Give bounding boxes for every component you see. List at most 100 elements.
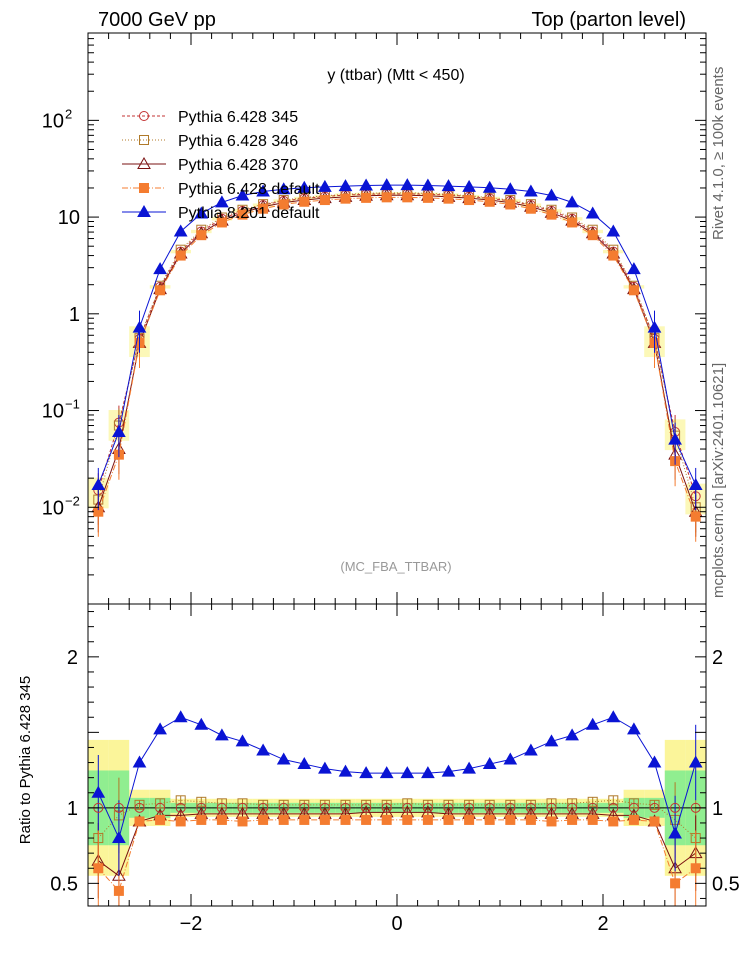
ratio-point xyxy=(482,757,497,770)
ratio-point xyxy=(299,799,310,810)
ratio-point xyxy=(525,814,536,825)
ratio-y-axis-label: Ratio to Pythia 6.428 345 xyxy=(17,676,34,844)
ratio-point xyxy=(278,814,289,825)
ratio-point xyxy=(237,816,248,827)
series-line xyxy=(97,194,697,512)
ratio-point xyxy=(256,743,270,756)
rivet-label: Rivet 4.1.0, ≥ 100k events xyxy=(710,67,727,240)
ratio-y-tick-label-right: 1 xyxy=(712,798,723,820)
data-point xyxy=(278,199,289,210)
x-tick-label: 0 xyxy=(391,913,402,935)
ratio-point xyxy=(443,814,454,825)
ratio-point xyxy=(402,814,413,825)
ratio-point xyxy=(484,814,495,825)
ratio-point xyxy=(196,814,207,825)
x-tick-label: −2 xyxy=(180,913,203,935)
ratio-point xyxy=(359,766,373,779)
data-point xyxy=(379,178,394,191)
ratio-point xyxy=(175,795,186,806)
ratio-point xyxy=(155,814,166,825)
source-label: mcplots.cern.ch [arXiv:2401.10621] xyxy=(710,363,727,598)
ratio-y-tick-label-right: 2 xyxy=(712,647,723,669)
ratio-ref-point xyxy=(422,802,433,813)
data-point xyxy=(299,196,310,207)
ratio-point xyxy=(585,717,600,730)
ratio-point xyxy=(690,863,701,874)
ratio-point xyxy=(505,799,516,810)
ratio-y-tick-label: 1 xyxy=(67,798,78,820)
ratio-plot-panel: 2 2 1 1 0.5 0.5 −2 0 2 Ratio to Pythia 6.428 345 xyxy=(17,603,740,935)
data-point xyxy=(256,184,270,197)
main-series-group xyxy=(91,178,703,542)
data-point xyxy=(628,285,639,296)
data-point xyxy=(668,432,682,445)
ratio-point xyxy=(608,795,619,806)
data-point xyxy=(91,477,106,490)
ratio-ref-point xyxy=(175,802,186,813)
ratio-ref-point xyxy=(670,802,681,813)
series-line xyxy=(97,193,697,497)
legend-entry: Pythia 6.428 346 xyxy=(122,133,298,150)
ratio-series xyxy=(93,777,701,876)
data-point xyxy=(546,209,557,220)
ratio-axes: 2 2 1 1 0.5 0.5 −2 0 2 xyxy=(50,604,740,935)
ratio-point xyxy=(297,757,312,770)
data-point xyxy=(235,188,250,201)
ratio-point xyxy=(421,766,435,779)
data-point xyxy=(237,209,248,220)
ratio-y-tick-label: 2 xyxy=(67,647,78,669)
data-point xyxy=(361,192,372,203)
ratio-ref-point xyxy=(546,802,557,813)
data-point xyxy=(400,178,415,191)
data-point xyxy=(524,184,538,197)
ratio-point xyxy=(503,752,518,765)
legend-entry: Pythia 6.428 345 xyxy=(122,109,298,126)
y-tick-exponent: −1 xyxy=(65,397,80,412)
ratio-point xyxy=(464,799,475,810)
data-point xyxy=(338,179,353,192)
ratio-line xyxy=(97,819,696,892)
data-point xyxy=(627,262,641,275)
ratio-point xyxy=(173,710,188,723)
ratio-point xyxy=(688,755,703,768)
y-tick-exponent: −2 xyxy=(65,493,80,508)
ratio-point xyxy=(318,761,332,774)
ratio-point xyxy=(338,764,353,777)
y-tick-label: 1 xyxy=(69,304,80,326)
ratio-point xyxy=(546,816,557,827)
ratio-ref-point xyxy=(340,802,351,813)
data-point xyxy=(155,285,166,296)
y-tick-label: 10 xyxy=(58,207,80,229)
ratio-point xyxy=(587,814,598,825)
ratio-point xyxy=(565,728,579,741)
ratio-ref-point xyxy=(155,802,166,813)
ratio-point xyxy=(484,799,495,810)
data-point xyxy=(258,203,269,214)
ratio-point xyxy=(381,814,392,825)
ratio-ref-point xyxy=(628,802,639,813)
ratio-series-group xyxy=(91,710,703,906)
ratio-point xyxy=(319,799,330,810)
ratio-point xyxy=(525,799,536,810)
ratio-point xyxy=(299,814,310,825)
analysis-watermark: (MC_FBA_TTBAR) xyxy=(340,559,451,574)
ratio-point xyxy=(464,814,475,825)
ratio-ref-point xyxy=(258,802,269,813)
data-point xyxy=(505,199,516,210)
ratio-series xyxy=(91,710,703,876)
legend-label: Pythia 6.428 346 xyxy=(178,133,298,150)
ratio-ref-point xyxy=(587,802,598,813)
ratio-line xyxy=(98,811,696,877)
legend-label: Pythia 8.201 default xyxy=(178,205,320,222)
data-point xyxy=(173,224,188,237)
ratio-ref-point xyxy=(443,802,454,813)
legend-entry: Pythia 6.428 default xyxy=(122,181,320,198)
ratio-point xyxy=(587,796,598,807)
data-point xyxy=(462,179,476,192)
data-point xyxy=(132,320,147,333)
ratio-point xyxy=(361,814,372,825)
data-point xyxy=(215,195,229,208)
ratio-point xyxy=(258,799,269,810)
ratio-point xyxy=(628,798,639,809)
